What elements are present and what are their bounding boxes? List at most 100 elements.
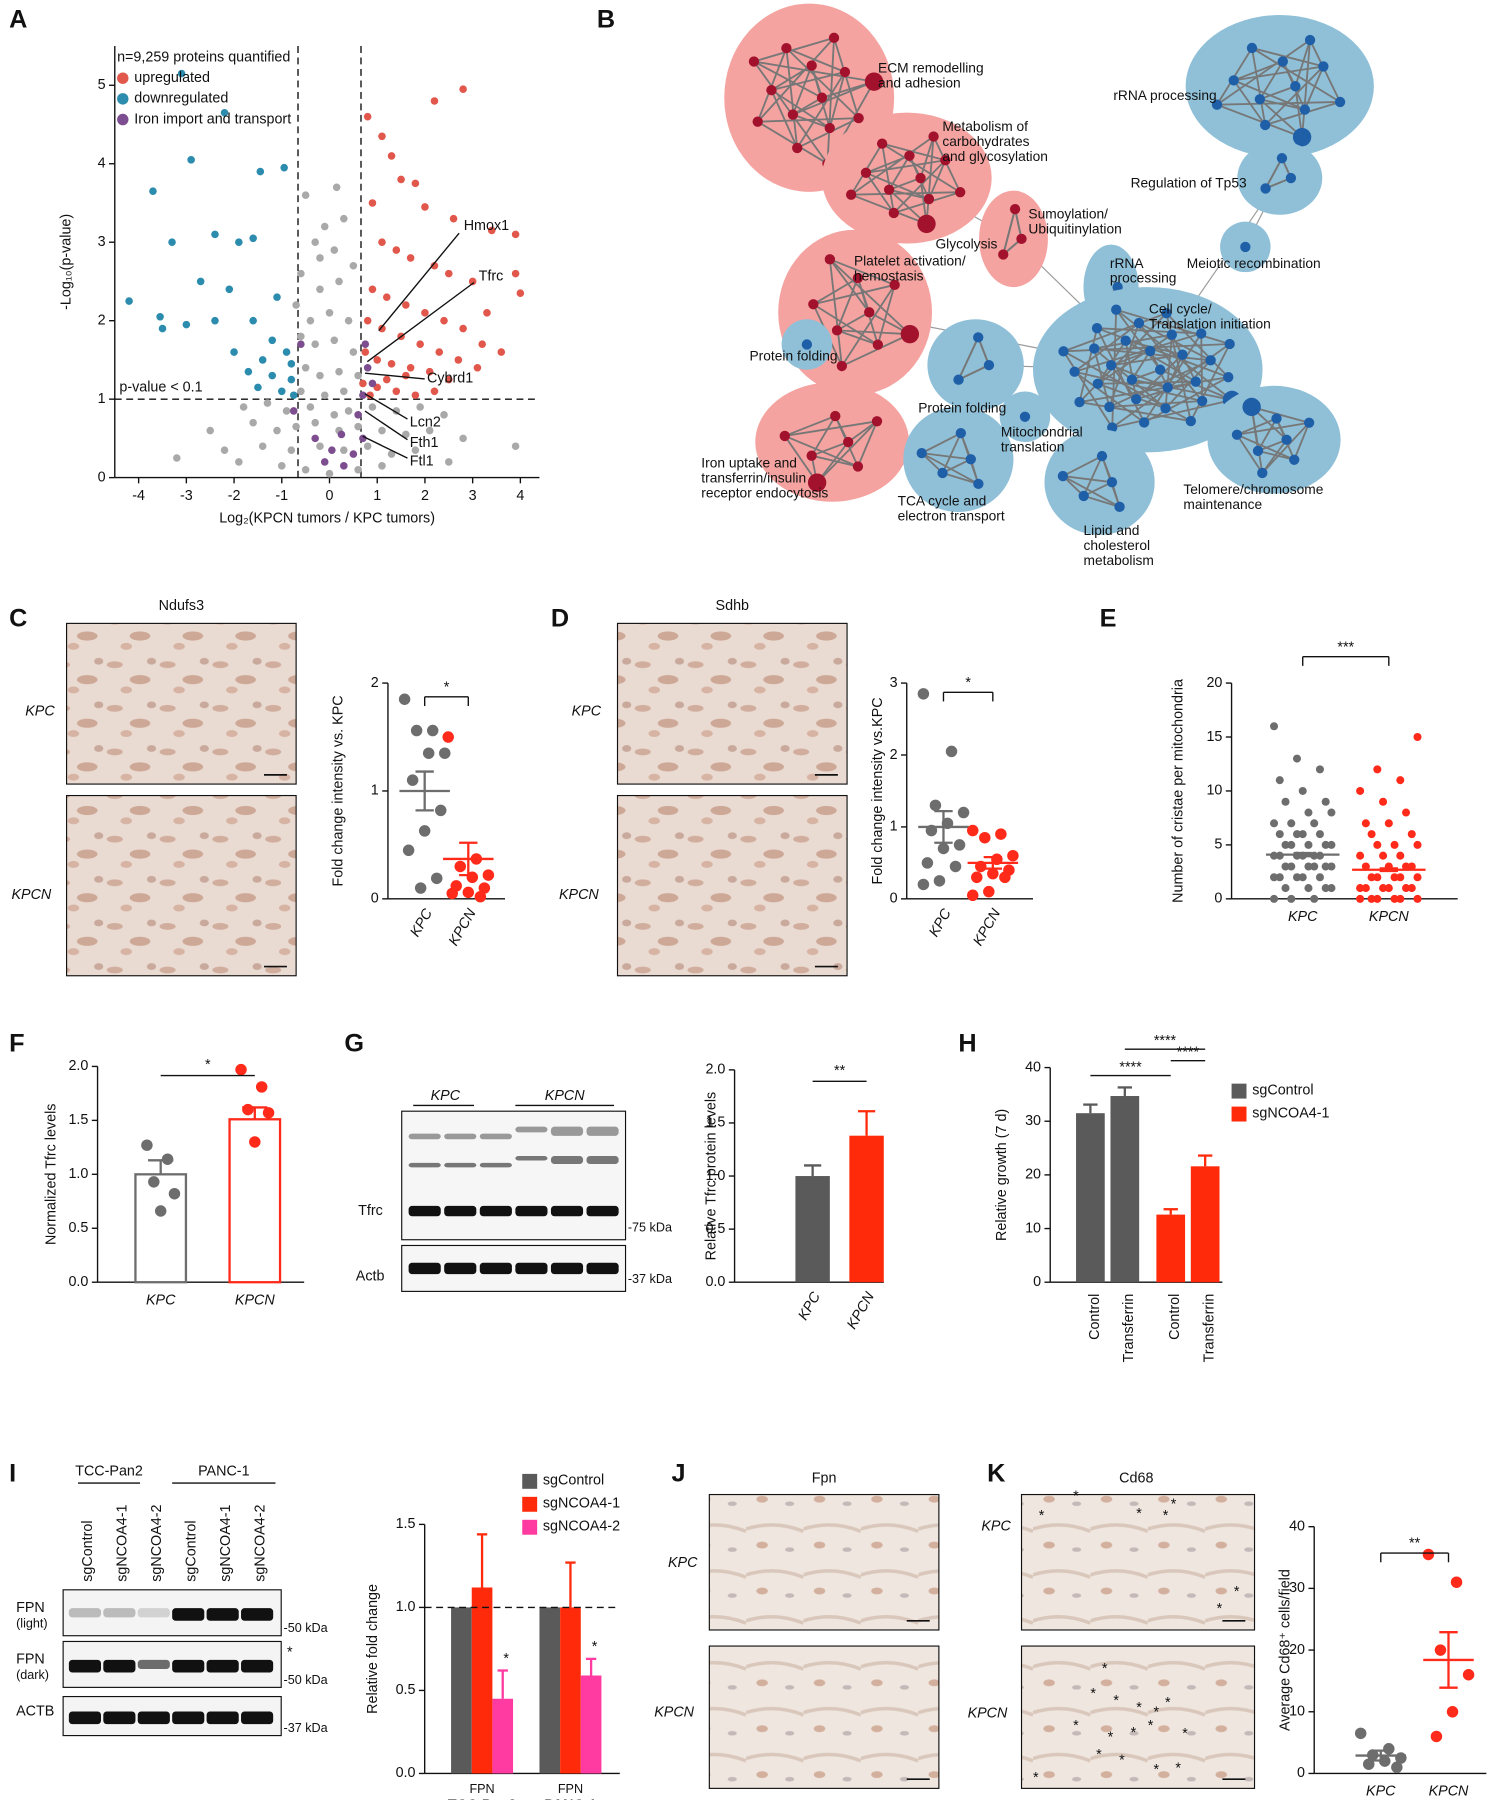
network-node <box>923 193 935 205</box>
data-point <box>1373 765 1382 774</box>
network-node <box>807 473 827 492</box>
data-point <box>311 434 319 443</box>
network-node <box>1177 349 1188 360</box>
image-title: Cd68 <box>1119 1470 1153 1486</box>
data-point <box>445 375 453 384</box>
legend-swatch <box>1231 1106 1247 1122</box>
network-node <box>752 116 763 127</box>
data-point <box>473 363 482 372</box>
network-node <box>1114 501 1125 512</box>
cluster-blob <box>1207 385 1341 494</box>
network-edge <box>757 117 859 123</box>
x-tick-label: KPC <box>795 1289 824 1323</box>
data-point <box>273 293 281 301</box>
blot-marker: -37 kDa <box>284 1721 329 1735</box>
data-point <box>292 422 300 431</box>
legend-swatch <box>522 1473 538 1489</box>
data-point <box>445 458 453 466</box>
network-edge <box>925 136 935 224</box>
data-point <box>449 214 458 223</box>
data-point <box>1281 862 1290 871</box>
blot-lane: sgNCOA4-2 <box>149 1505 165 1582</box>
bar <box>1190 1166 1220 1283</box>
blot-band <box>444 1205 477 1217</box>
network-edge <box>919 136 935 179</box>
network-node <box>1254 94 1266 105</box>
network-edge <box>1096 327 1145 423</box>
network-node <box>983 359 995 371</box>
blot-group: KPCN <box>545 1088 585 1104</box>
image-row-label: KPC <box>572 704 602 720</box>
cell-marker: * <box>1154 1704 1160 1720</box>
network-edge <box>1232 79 1266 126</box>
data-point <box>418 825 431 837</box>
panel-letter: F <box>9 1029 24 1057</box>
data-point <box>230 348 238 356</box>
data-point <box>320 391 329 400</box>
network-node <box>1091 323 1103 334</box>
blot-band <box>241 1659 274 1673</box>
network-label: cholesterol <box>1084 538 1151 553</box>
network-node <box>973 478 984 490</box>
data-point <box>316 254 324 262</box>
network-edge <box>876 284 896 345</box>
y-axis-label: Fold change intensity vs.KPC <box>870 697 886 884</box>
y-tick-label: 15 <box>1206 729 1222 745</box>
data-point <box>1422 1548 1435 1561</box>
data-point <box>316 442 324 451</box>
network-edge <box>836 311 870 332</box>
blot-band <box>68 1659 102 1673</box>
network-node <box>824 254 836 265</box>
network-label: electron transport <box>898 508 1005 523</box>
data-point <box>487 226 496 235</box>
data-point <box>430 872 443 885</box>
annotation-label: Lcn2 <box>410 414 441 430</box>
y-tick-label: 1.5 <box>68 1112 88 1128</box>
data-point <box>211 230 219 239</box>
y-tick-label: 0 <box>371 891 379 907</box>
network-edge <box>757 120 828 165</box>
blot-lane: sgNCOA4-1 <box>218 1505 234 1582</box>
image-row-label: KPC <box>25 704 55 720</box>
significance-label: *** <box>1337 639 1354 655</box>
network-edge <box>1301 39 1311 138</box>
data-point <box>967 824 979 837</box>
blot-band <box>172 1608 205 1621</box>
data-point <box>287 360 296 368</box>
data-point <box>287 446 296 454</box>
legend-marker <box>117 113 129 126</box>
data-point <box>937 842 950 855</box>
network-label: Protein folding <box>918 400 1006 415</box>
data-point <box>1321 862 1330 871</box>
network-node <box>900 324 920 344</box>
network-edge <box>784 435 818 484</box>
data-point <box>983 885 995 898</box>
data-point <box>459 324 467 333</box>
data-point <box>301 465 310 474</box>
cell-marker: * <box>1113 1693 1119 1709</box>
network-label: ECM remodelling <box>878 61 984 76</box>
network-edge <box>796 71 846 149</box>
y-axis-label: -Log₁₀(p-value) <box>58 214 74 310</box>
y-tick-label: 10 <box>1025 1220 1041 1236</box>
network-node <box>1074 396 1085 408</box>
data-point <box>368 403 377 411</box>
cluster-blob <box>1044 429 1155 536</box>
network-node <box>816 92 828 103</box>
data-point <box>459 434 467 443</box>
data-point <box>277 462 286 470</box>
network-edge <box>1115 309 1161 371</box>
network-label: metabolism <box>1084 553 1154 568</box>
data-point <box>149 187 157 196</box>
data-point <box>414 882 427 894</box>
data-point <box>1356 851 1365 860</box>
network-node <box>1096 450 1108 462</box>
network-node <box>852 461 864 472</box>
blot-band <box>586 1155 619 1164</box>
network-label: Sumoylation/ <box>1028 206 1108 221</box>
cluster-blob <box>927 319 1024 412</box>
data-point <box>258 442 267 451</box>
network-node <box>1019 411 1031 422</box>
tissue-image <box>65 794 297 977</box>
blot-band <box>241 1711 274 1725</box>
